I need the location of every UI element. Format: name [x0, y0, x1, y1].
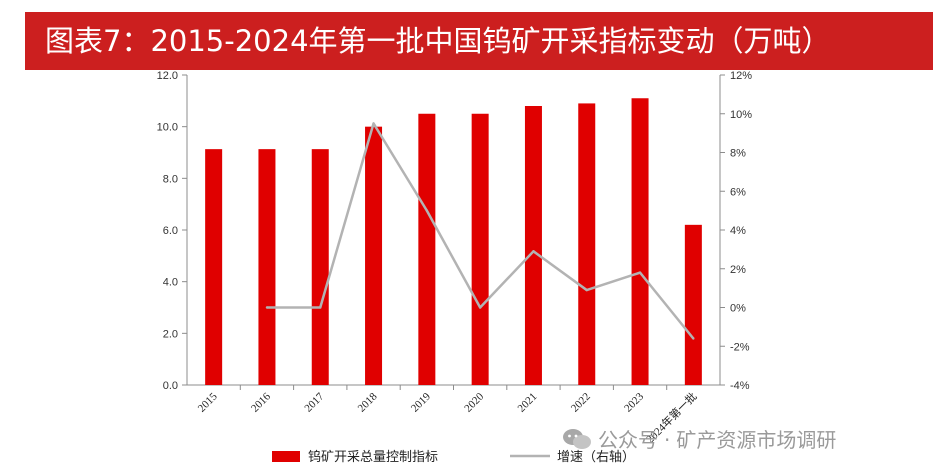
y-left-tick-label: 6.0 [163, 225, 178, 237]
line-point [425, 209, 429, 212]
y-left-tick-label: 10.0 [157, 122, 178, 134]
y-right-tick-label: 0% [730, 303, 746, 315]
bar [258, 149, 276, 385]
bar [578, 103, 596, 386]
watermark-prefix: 公众号 [598, 428, 658, 452]
bar [471, 113, 489, 385]
legend-swatch-bar [272, 451, 300, 462]
bar [418, 113, 436, 385]
bar [205, 149, 223, 385]
watermark-name: 矿产资源市场调研 [676, 428, 837, 452]
line-point [585, 288, 588, 292]
y-left-tick-label: 2.0 [163, 328, 178, 340]
legend-label-line: 增速（右轴） [557, 450, 635, 465]
growth-line-series [265, 122, 695, 340]
bar [524, 106, 542, 385]
chart-title: 图表7：2015-2024年第一批中国钨矿开采指标变动（万吨） [25, 12, 933, 70]
wechat-icon [563, 429, 591, 449]
line-point [319, 306, 322, 309]
x-tick-label: 2020 [462, 390, 486, 414]
y-right-tick-label: 6% [730, 186, 746, 198]
y-right-tick-label: -4% [730, 380, 750, 392]
y-right-tick-label: 12% [730, 70, 752, 82]
line-point [638, 271, 642, 274]
bar [311, 149, 329, 385]
line-point [372, 122, 375, 125]
y-right-tick-label: 10% [730, 109, 752, 121]
bar-series [205, 98, 702, 386]
y-right-tick-label: 4% [730, 225, 746, 237]
watermark: 公众号 · 矿产资源市场调研 [562, 424, 836, 453]
chart-axes: 0.0 2.0 4.0 6.0 8.0 10.0 12.0 -4% -2% 0% 2% 4% 6% 8% 1… [157, 70, 753, 392]
bar [631, 98, 649, 385]
y-left-tick-label: 12.0 [157, 70, 178, 82]
y-left-tick-label: 8.0 [163, 173, 178, 185]
x-tick-label: 2017 [302, 390, 326, 414]
y-left-tick-label: 0.0 [163, 380, 178, 392]
line-point [532, 250, 535, 253]
x-tick-label: 2015 [196, 390, 220, 414]
x-tick-label: 2019 [409, 390, 433, 414]
watermark-separator: · [664, 428, 671, 452]
y-right-tick-label: -2% [730, 341, 750, 353]
y-right-tick-label: 8% [730, 148, 746, 160]
y-right-tick-label: 2% [730, 264, 746, 276]
x-tick-label: 2018 [356, 390, 380, 414]
line-point [478, 306, 482, 309]
bar [684, 224, 702, 385]
y-left-tick-label: 4.0 [163, 277, 178, 289]
line-point [265, 306, 269, 309]
x-tick-label: 2016 [249, 390, 273, 414]
legend: 钨矿开采总量控制指标 增速（右轴） [272, 449, 635, 465]
x-tick-label: 2021 [516, 391, 540, 415]
legend-label-bar: 钨矿开采总量控制指标 [308, 449, 438, 465]
x-tick-label: 2023 [622, 390, 646, 414]
x-tick-label: 2022 [569, 391, 593, 415]
bar [365, 126, 383, 386]
line-point [692, 337, 695, 340]
